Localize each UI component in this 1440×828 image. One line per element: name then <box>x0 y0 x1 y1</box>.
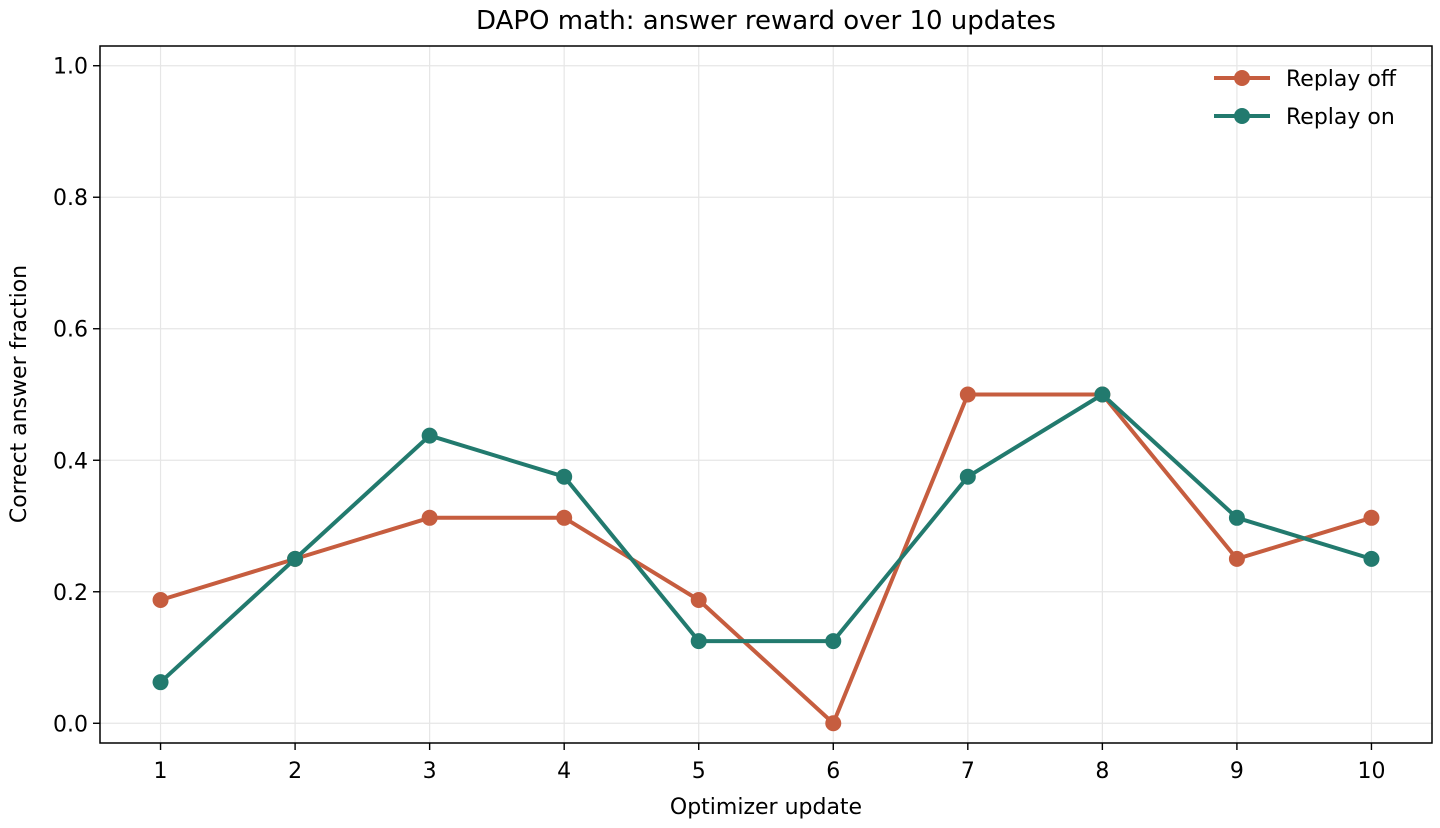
data-point <box>421 427 438 444</box>
y-tick-label: 0.2 <box>53 581 88 606</box>
x-tick-label: 7 <box>961 759 975 784</box>
x-tick-label: 10 <box>1357 759 1385 784</box>
x-tick-label: 6 <box>826 759 840 784</box>
legend: Replay off Replay on <box>1214 67 1397 130</box>
data-point <box>421 509 438 526</box>
data-point <box>690 591 707 608</box>
legend-item-0: Replay off <box>1214 67 1397 92</box>
legend-swatch-marker <box>1234 70 1250 86</box>
legend-item-1: Replay on <box>1214 105 1395 130</box>
data-point <box>959 386 976 403</box>
data-point <box>825 715 842 732</box>
data-point <box>1228 550 1245 567</box>
x-tick-label: 4 <box>557 759 571 784</box>
y-axis-label: Correct answer fraction <box>7 265 32 523</box>
series-line <box>159 392 1373 726</box>
y-axis-ticks: 0.0 0.2 0.4 0.6 0.8 1.0 <box>53 55 100 737</box>
data-point <box>1363 550 1380 567</box>
series-line <box>159 392 1373 684</box>
data-point <box>152 674 169 691</box>
x-tick-label: 3 <box>423 759 437 784</box>
data-point <box>556 468 573 485</box>
data-point <box>287 550 304 567</box>
x-tick-label: 9 <box>1230 759 1244 784</box>
data-point <box>959 468 976 485</box>
legend-label: Replay off <box>1286 67 1397 92</box>
y-tick-label: 0.6 <box>53 318 88 343</box>
x-tick-label: 2 <box>288 759 302 784</box>
x-tick-label: 5 <box>692 759 706 784</box>
data-point <box>1228 509 1245 526</box>
x-axis-ticks: 1 2 3 4 5 6 7 8 9 10 <box>154 743 1385 784</box>
data-point <box>556 509 573 526</box>
y-tick-label: 1.0 <box>53 55 88 80</box>
legend-swatch-marker <box>1234 108 1250 124</box>
series-layer <box>152 386 1380 732</box>
data-point <box>690 633 707 650</box>
x-axis-label: Optimizer update <box>670 795 862 820</box>
x-tick-label: 1 <box>154 759 168 784</box>
y-tick-label: 0.4 <box>53 449 88 474</box>
grid-lines <box>100 46 1432 743</box>
data-point <box>152 591 169 608</box>
x-tick-label: 8 <box>1095 759 1109 784</box>
data-point <box>1094 386 1111 403</box>
plot-frame <box>99 45 1433 744</box>
chart-title: DAPO math: answer reward over 10 updates <box>476 6 1056 36</box>
data-point <box>1363 509 1380 526</box>
y-tick-label: 0.8 <box>53 186 88 211</box>
series-replay-on <box>152 386 1380 691</box>
y-tick-label: 0.0 <box>53 712 88 737</box>
series-replay-off <box>152 386 1380 732</box>
data-point <box>825 633 842 650</box>
legend-label: Replay on <box>1286 105 1395 130</box>
